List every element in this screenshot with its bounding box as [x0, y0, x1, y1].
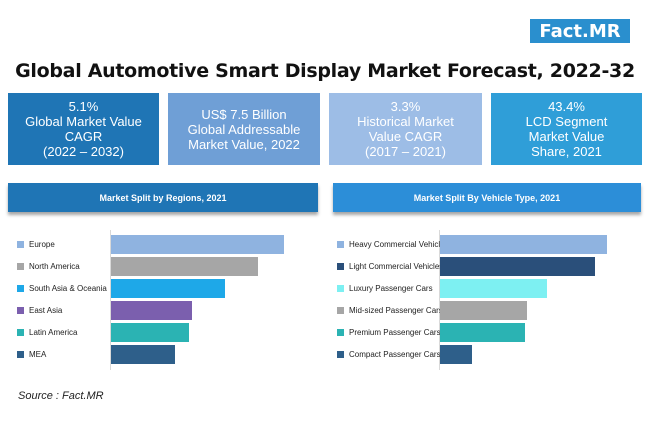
legend-swatch — [337, 284, 344, 292]
kpi-line: (2022 – 2032) — [43, 144, 124, 159]
bar — [440, 257, 596, 276]
legend-swatch — [337, 350, 344, 358]
category-label: North America — [17, 260, 80, 272]
fact-mr-logo: Fact.MR — [530, 19, 630, 43]
kpi-line: 43.4% — [548, 99, 585, 114]
kpi-line: 3.3% — [390, 99, 421, 114]
kpi-line: LCD Segment — [525, 114, 608, 129]
category-label-text: Heavy Commercial Vehicles — [349, 239, 449, 249]
kpi-market-cagr: 5.1% Global Market Value CAGR (2022 – 20… — [8, 93, 159, 165]
category-label-text: Premium Passenger Cars — [349, 327, 441, 337]
bar — [440, 345, 472, 364]
legend-swatch — [17, 240, 24, 248]
category-label: Compact Passenger Cars — [337, 348, 441, 360]
legend-swatch — [17, 350, 24, 358]
category-label: Europe — [17, 238, 55, 250]
category-label-text: North America — [29, 261, 80, 271]
bar — [111, 323, 189, 342]
bar — [440, 279, 547, 298]
kpi-line: 5.1% — [68, 99, 99, 114]
kpi-line: (2017 – 2021) — [365, 144, 446, 159]
kpi-line: Global Market Value — [25, 114, 142, 129]
legend-swatch — [337, 262, 344, 270]
bar — [111, 279, 226, 298]
bar — [111, 345, 175, 364]
legend-swatch — [337, 240, 344, 248]
category-label: Latin America — [17, 326, 77, 338]
bar — [111, 257, 259, 276]
category-label-text: Europe — [29, 239, 55, 249]
legend-swatch — [17, 328, 24, 336]
legend-swatch — [337, 328, 344, 336]
kpi-line: CAGR — [64, 129, 103, 144]
category-label: East Asia — [17, 304, 62, 316]
bar — [440, 323, 526, 342]
legend-swatch — [337, 306, 344, 314]
legend-swatch — [17, 262, 24, 270]
kpi-line: Global Addressable — [187, 121, 301, 137]
category-label-text: Compact Passenger Cars — [349, 349, 441, 359]
legend-swatch — [17, 306, 24, 314]
source-note: Source : Fact.MR — [18, 390, 104, 402]
category-label: South Asia & Oceania — [17, 282, 107, 294]
bar — [111, 235, 284, 254]
category-label: Light Commercial Vehicles — [337, 260, 443, 272]
category-label-text: Latin America — [29, 327, 78, 337]
category-label-text: MEA — [29, 349, 47, 359]
vehicle-type-chart-header: Market Split By Vehicle Type, 2021 — [333, 183, 641, 212]
legend-swatch — [17, 284, 24, 292]
category-label-text: East Asia — [29, 305, 63, 315]
kpi-line: Market Value, 2022 — [188, 136, 300, 152]
kpi-addressable-value: US$ 7.5 Billion Global Addressable Marke… — [168, 93, 320, 165]
category-label: Premium Passenger Cars — [337, 326, 441, 338]
page-title: Global Automotive Smart Display Market F… — [15, 60, 635, 82]
axis-line — [110, 230, 111, 370]
bar — [111, 301, 193, 320]
bar — [440, 235, 607, 254]
category-label-text: Luxury Passenger Cars — [349, 283, 433, 293]
category-label: Mid-sized Passenger Cars — [337, 304, 443, 316]
kpi-line: Share, 2021 — [531, 144, 602, 159]
category-label: Heavy Commercial Vehicles — [337, 238, 449, 250]
category-label: Luxury Passenger Cars — [337, 282, 433, 294]
kpi-line: US$ 7.5 Billion — [201, 106, 287, 122]
category-label-text: Light Commercial Vehicles — [349, 261, 444, 271]
category-label: MEA — [17, 348, 46, 360]
kpi-line: Historical Market — [357, 114, 454, 129]
category-label-text: South Asia & Oceania — [29, 283, 107, 293]
category-label-text: Mid-sized Passenger Cars — [349, 305, 443, 315]
kpi-historical-cagr: 3.3% Historical Market Value CAGR (2017 … — [329, 93, 482, 165]
regions-chart-header: Market Split by Regions, 2021 — [8, 183, 318, 212]
axis-line — [439, 230, 440, 370]
kpi-lcd-share: 43.4% LCD Segment Market Value Share, 20… — [491, 93, 642, 165]
kpi-line: Market Value — [528, 129, 605, 144]
kpi-line: Value CAGR — [368, 129, 443, 144]
bar — [440, 301, 527, 320]
